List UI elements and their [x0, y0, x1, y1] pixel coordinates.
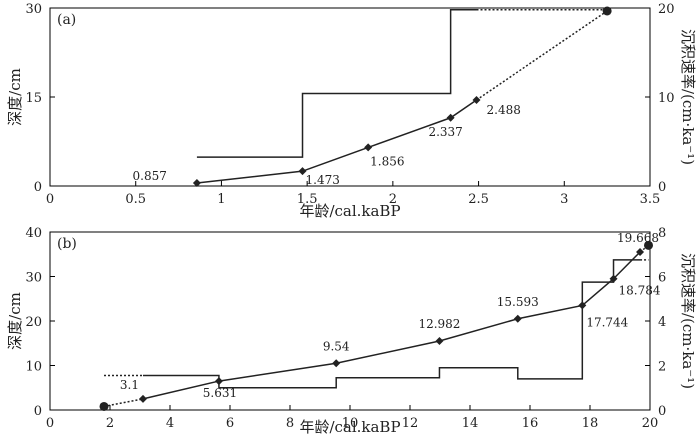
age-data-label: 5.631 — [203, 386, 237, 400]
x-tick-label: 16 — [522, 416, 539, 431]
extrapolated-point-marker — [99, 401, 109, 411]
depth-line — [196, 99, 477, 184]
y-tick-label: 20 — [25, 315, 42, 330]
y-axis-label: 深度/cm — [6, 292, 24, 350]
dated-point-marker — [609, 274, 618, 283]
y-tick-label: 0 — [34, 180, 42, 195]
y2-tick-label: 0 — [658, 180, 666, 195]
y-tick-label: 30 — [25, 2, 42, 17]
depth-extrapolated-end — [476, 10, 608, 101]
panel-label: (a) — [57, 12, 76, 28]
x-tick-label: 1.5 — [297, 192, 318, 207]
dated-point-marker — [139, 394, 147, 403]
x-tick-label: 0.5 — [125, 192, 146, 207]
x-tick-label: 1 — [217, 192, 225, 207]
x-tick-label: 3.5 — [640, 192, 661, 207]
x-tick-label: 2 — [389, 192, 397, 207]
y2-tick-label: 10 — [658, 91, 675, 106]
dated-point-marker — [192, 179, 201, 188]
y2-tick-label: 2 — [658, 360, 666, 375]
age-data-label: 1.856 — [370, 154, 404, 168]
y-tick-label: 40 — [25, 226, 42, 241]
dated-point-marker — [214, 377, 223, 386]
x-tick-label: 12 — [402, 416, 419, 431]
depth-extrapolated-start — [103, 398, 144, 408]
dated-point-marker — [435, 337, 444, 346]
y2-tick-label: 20 — [658, 2, 675, 17]
age-data-label: 9.54 — [323, 339, 350, 353]
plot-frame — [49, 231, 651, 411]
y-tick-label: 30 — [25, 271, 42, 286]
age-data-label: 1.473 — [306, 173, 340, 187]
dated-point-marker — [446, 113, 455, 122]
x-tick-label: 20 — [642, 416, 659, 431]
plot-frame — [49, 7, 651, 187]
x-tick-label: 4 — [166, 416, 174, 431]
x-tick-label: 2.5 — [468, 192, 489, 207]
x-tick-label: 6 — [226, 416, 234, 431]
rate-step-line — [196, 9, 477, 158]
x-tick-label: 10 — [342, 416, 359, 431]
y2-axis-label: 沉积速率/(cm·ka⁻¹) — [679, 253, 697, 389]
x-tick-label: 3 — [560, 192, 568, 207]
x-tick-label: 0 — [46, 416, 54, 431]
age-data-label: 18.784 — [619, 284, 661, 298]
y2-tick-label: 0 — [658, 404, 666, 419]
depth-line — [142, 251, 641, 400]
y2-axis-label: 沉积速率/(cm·ka⁻¹) — [679, 29, 697, 165]
extrapolated-point-marker — [644, 240, 653, 250]
rate-step-line — [143, 259, 641, 389]
dated-point-marker — [472, 95, 481, 104]
age-data-label: 12.982 — [418, 317, 460, 331]
age-data-label: 2.488 — [487, 103, 521, 117]
x-tick-label: 8 — [286, 416, 294, 431]
dated-point-marker — [578, 301, 587, 310]
x-axis-label: 年龄/cal.kaBP — [299, 202, 400, 220]
x-tick-label: 18 — [582, 416, 599, 431]
dated-point-marker — [636, 248, 645, 257]
y-tick-label: 10 — [25, 360, 42, 375]
dated-point-marker — [364, 143, 373, 152]
y2-tick-label: 4 — [658, 315, 666, 330]
age-data-label: 3.1 — [120, 378, 139, 392]
age-data-label: 17.744 — [586, 315, 628, 329]
x-tick-label: 0 — [46, 192, 54, 207]
y-tick-label: 15 — [25, 91, 42, 106]
chart-panel-a: 0 0.5 1 1.5 2 2.5 3 3.50153001020年龄/cal.kaBP深度/… — [6, 2, 697, 220]
chart-panel-b: 0 2 4 6 8 10 12 14 16 18 2001020304002468年龄/cal.ka… — [6, 226, 697, 435]
y2-tick-label: 8 — [658, 226, 666, 241]
age-data-label: 2.337 — [428, 125, 462, 139]
y-tick-label: 0 — [34, 404, 42, 419]
age-data-label: 19.668 — [617, 231, 659, 245]
x-tick-label: 2 — [106, 416, 114, 431]
y2-tick-label: 6 — [658, 271, 666, 286]
extrapolated-point-marker — [602, 6, 612, 16]
dated-point-marker — [298, 167, 307, 176]
dated-point-marker — [513, 314, 522, 323]
dated-point-marker — [332, 359, 341, 368]
age-data-label: 15.593 — [497, 295, 539, 309]
y-axis-label: 深度/cm — [6, 68, 24, 126]
age-data-label: 0.857 — [133, 169, 167, 183]
panel-label: (b) — [57, 236, 77, 252]
x-tick-label: 14 — [462, 416, 479, 431]
x-axis-label: 年龄/cal.kaBP — [299, 418, 400, 435]
